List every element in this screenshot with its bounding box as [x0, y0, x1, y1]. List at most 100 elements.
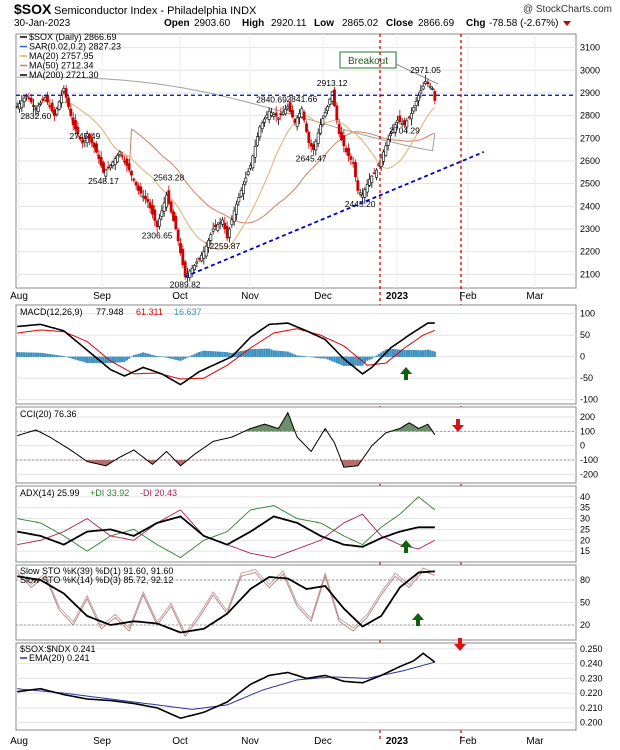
- macd-histogram-bar: [209, 351, 212, 357]
- macd-histogram-bar: [151, 354, 154, 357]
- macd-histogram-bar: [172, 356, 175, 360]
- candle-body: [39, 102, 42, 105]
- cci-tick-label: -200: [580, 469, 598, 479]
- candle-body: [298, 113, 301, 118]
- month-label-bottom: Mar: [526, 736, 544, 747]
- sto14-d-line: [16, 567, 435, 635]
- macd-histogram-bar: [58, 355, 61, 357]
- candle-body: [174, 216, 178, 230]
- month-label: Oct: [172, 291, 188, 302]
- candle-body: [221, 219, 224, 225]
- adx-tick-label: 40: [580, 492, 590, 502]
- macd-histogram-bar: [191, 355, 194, 357]
- candle-body: [356, 180, 360, 191]
- macd-histogram-bar: [240, 351, 243, 357]
- month-label-bottom: Dec: [314, 736, 332, 747]
- macd-histogram-bar: [109, 356, 112, 363]
- cci-sell-arrow-icon: [452, 419, 464, 432]
- candle-body: [195, 261, 199, 264]
- candle-body: [71, 117, 75, 126]
- price-annotation: 2971.05: [410, 65, 441, 75]
- breakout-callout-box: [339, 51, 397, 69]
- macd-histogram-bar: [102, 356, 105, 363]
- candle-body: [62, 88, 66, 92]
- candle-body: [321, 118, 325, 126]
- macd-legend-name: MACD(12,26,9): [20, 307, 83, 317]
- ratio-tick-label: 0.250: [580, 644, 603, 654]
- macd-histogram-bar: [128, 356, 131, 359]
- candle-body: [272, 114, 276, 117]
- macd-histogram-bar: [249, 349, 252, 357]
- macd-histogram-bar: [118, 356, 121, 363]
- price-tick-label: 2600: [580, 156, 600, 166]
- candle-body: [314, 141, 318, 151]
- candle-body: [216, 224, 220, 231]
- macd-histogram-bar: [426, 349, 429, 357]
- macd-histogram-bar: [312, 356, 315, 358]
- month-label-bottom: Nov: [241, 736, 259, 747]
- macd-histogram-bar: [401, 349, 404, 357]
- macd-panel: -100 -50 0 50 100 MACD(12,26,9) 77.948 61.311 16…: [15, 304, 598, 405]
- macd-histogram-bar: [291, 353, 294, 357]
- macd-histogram-bar: [125, 356, 128, 361]
- ratio-ema-line: [17, 661, 435, 710]
- macd-buy-arrow-icon: [400, 367, 412, 380]
- macd-histogram-bar: [174, 356, 177, 360]
- macd-histogram-bar: [424, 349, 427, 357]
- macd-histogram-bar: [412, 350, 415, 357]
- candle-body: [230, 219, 234, 226]
- candle-body: [288, 102, 292, 113]
- macd-histogram-bar: [20, 352, 23, 357]
- macd-histogram-bar: [88, 356, 91, 363]
- stockcharts-watermark: @ StockCharts.com: [523, 4, 612, 15]
- macd-histogram-bar: [403, 349, 406, 357]
- cci-tick-label: 100: [580, 426, 595, 436]
- candle-body: [419, 90, 423, 94]
- month-label-bottom: Oct: [172, 736, 188, 747]
- candle-body: [319, 124, 322, 134]
- macd-histogram-bar: [79, 356, 82, 361]
- macd-histogram-bar: [202, 350, 205, 357]
- candle-body: [90, 138, 94, 144]
- candle-body: [55, 108, 59, 115]
- candle-body: [260, 122, 264, 130]
- macd-histogram-bar: [32, 352, 35, 357]
- candle-body: [130, 171, 133, 176]
- macd-histogram-bar: [214, 351, 217, 357]
- candle-body: [160, 210, 164, 217]
- macd-histogram-bar: [163, 356, 166, 358]
- candle-body: [424, 81, 427, 84]
- candle-body: [74, 120, 77, 130]
- candle-body: [48, 105, 52, 108]
- candle-body: [323, 112, 327, 117]
- candle-body: [106, 166, 110, 169]
- candle-body: [253, 145, 257, 158]
- sto-tick-label: 80: [580, 575, 590, 585]
- ma200-line: [17, 76, 436, 152]
- macd-histogram-bar: [60, 355, 63, 357]
- adx-tick-label: 30: [580, 514, 590, 524]
- sto39-line: [17, 570, 435, 634]
- ratio-legend: $SOX:$NDX 0.241: [20, 644, 96, 654]
- macd-histogram-bar: [179, 356, 182, 361]
- macd-histogram-bar: [158, 356, 161, 357]
- candle-body: [312, 144, 315, 150]
- candle-body: [193, 265, 196, 270]
- ratio-tick-label: 0.210: [580, 703, 603, 713]
- candle-body: [316, 132, 320, 144]
- candle-body: [162, 202, 166, 212]
- macd-tick-label: 100: [580, 309, 595, 319]
- candle-body: [286, 106, 290, 109]
- adx-legend-minus-di: -DI 20.43: [140, 488, 177, 498]
- candle-body: [326, 106, 329, 111]
- price-annotation: 2832.60: [20, 111, 51, 121]
- macd-histogram-bar: [212, 351, 215, 357]
- macd-histogram-bar: [352, 356, 355, 366]
- candle-body: [29, 97, 33, 103]
- price-tick-label: 2500: [580, 179, 600, 189]
- bottom-month-labels: Aug Sep Oct Nov Dec 2023 Feb Mar: [10, 736, 544, 747]
- candle-body: [197, 257, 201, 260]
- breakout-callout-label: Breakout: [348, 56, 388, 67]
- macd-histogram-bar: [237, 351, 240, 357]
- macd-histogram-bar: [324, 356, 327, 359]
